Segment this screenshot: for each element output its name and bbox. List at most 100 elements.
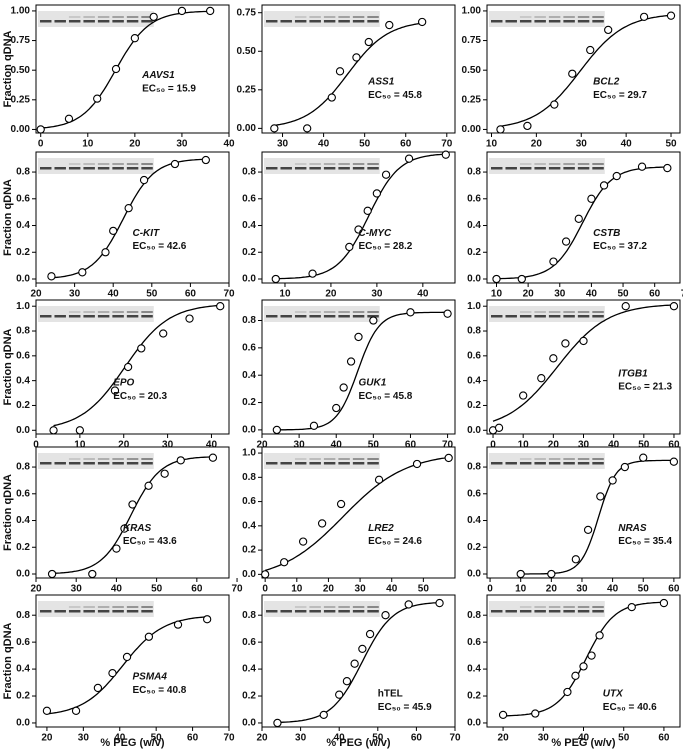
data-point xyxy=(78,268,87,277)
gel-band xyxy=(592,16,604,18)
ec50-annotation: EC₅₀ = 28.2 xyxy=(359,241,413,252)
y-tick-label: 0.8 xyxy=(467,167,481,178)
gel-band xyxy=(505,20,517,23)
gel-band xyxy=(294,20,307,23)
data-point xyxy=(303,124,312,133)
gel-band xyxy=(563,20,575,23)
x-tick-label: 40 xyxy=(111,584,123,595)
x-tick-label: 60 xyxy=(668,440,680,451)
fit-curve xyxy=(46,616,208,715)
data-point xyxy=(270,124,279,133)
ec50-annotation: EC₅₀ = 40.6 xyxy=(603,702,657,713)
ec50-label: EC₅₀ = xyxy=(378,702,410,713)
gel-band xyxy=(97,606,110,608)
x-tick-label: 70 xyxy=(223,289,235,300)
y-tick-label: 0.6 xyxy=(467,193,481,204)
x-tick-label: 70 xyxy=(231,584,243,595)
x-tick-label: 60 xyxy=(411,733,423,744)
data-point xyxy=(36,125,45,134)
gel-band xyxy=(126,167,139,170)
data-point xyxy=(435,598,444,608)
gel-band xyxy=(141,606,153,608)
gel-band xyxy=(141,458,153,460)
data-point xyxy=(374,475,384,484)
gel-band xyxy=(519,606,532,608)
gel-background xyxy=(489,453,605,469)
y-tick-label: 0.2 xyxy=(16,542,30,553)
y-tick-label: 1.0 xyxy=(242,448,256,459)
x-tick-label: 30 xyxy=(576,139,588,150)
ec50-value: 20.3 xyxy=(148,391,168,402)
gel-band xyxy=(592,458,604,460)
data-point xyxy=(563,687,572,697)
y-axis-label: Fraction qDNA xyxy=(2,474,14,551)
x-tick-label: 10 xyxy=(82,139,94,150)
y-tick-label: 0.00 xyxy=(462,124,482,135)
y-tick-label: 0.2 xyxy=(16,247,30,258)
y-tick-label: 0.6 xyxy=(242,496,256,507)
y-tick-label: 0.2 xyxy=(242,691,256,702)
gel-band xyxy=(309,315,321,318)
x-tick-label: 30 xyxy=(554,289,566,300)
gel-band xyxy=(563,458,575,460)
x-tick-label: 10 xyxy=(486,139,498,150)
y-tick-label: 0.25 xyxy=(462,94,482,105)
x-tick-label: 30 xyxy=(371,289,383,300)
gel-background xyxy=(38,453,154,469)
gel-band xyxy=(83,167,95,170)
panel: 0.00 0.25 0.50 0.75 1.00 10 20 30 40 50 BCL2 EC₅₀ =… xyxy=(462,4,681,150)
data-point xyxy=(124,203,133,213)
gel-band xyxy=(519,20,532,23)
gel-band xyxy=(505,462,517,465)
ec50-value: 45.8 xyxy=(403,89,423,100)
data-point xyxy=(332,403,341,413)
gel-image xyxy=(264,453,380,469)
data-point xyxy=(599,181,609,190)
ec50-label: EC₅₀ = xyxy=(142,83,174,94)
gel-band xyxy=(352,163,365,165)
gel-image xyxy=(489,306,605,322)
y-tick-label: 0.8 xyxy=(16,610,30,621)
plot-frame xyxy=(261,4,456,134)
x-tick-label: 20 xyxy=(323,584,335,595)
gel-band xyxy=(338,606,350,608)
gel-band xyxy=(126,315,139,318)
ec50-value: 37.2 xyxy=(628,241,648,252)
panel: 0.0 0.2 0.4 0.6 0.8 1.0 0 10 20 30 40 Fraction qDNA… xyxy=(2,299,230,451)
y-tick-label: 0.8 xyxy=(467,326,481,337)
data-point xyxy=(208,453,218,462)
y-tick-label: 0.2 xyxy=(242,545,256,556)
panel: 0.0 0.2 0.4 0.6 0.8 20 30 40 50 60 70 GUK1 EC₅₀ = 45… xyxy=(242,299,456,451)
gel-band xyxy=(534,163,546,165)
gel-band xyxy=(323,458,336,460)
plot-frame xyxy=(261,151,456,284)
panel: 0.0 0.2 0.4 0.6 0.8 10 20 30 40 C-MYC EC₅₀ = 28.2 xyxy=(242,150,456,300)
y-tick-label: 0.0 xyxy=(242,274,256,285)
data-point xyxy=(122,652,132,662)
gel-band xyxy=(309,167,321,170)
data-point xyxy=(308,269,317,278)
gel-band xyxy=(534,16,546,18)
gel-band xyxy=(505,167,517,170)
gel-background xyxy=(38,306,154,322)
ec50-label: EC₅₀ = xyxy=(133,684,165,695)
x-tick-label: 30 xyxy=(295,733,307,744)
y-tick-label: 0.6 xyxy=(16,637,30,648)
gel-band xyxy=(126,311,139,313)
gel-band xyxy=(323,610,336,613)
gel-band xyxy=(97,462,110,465)
gel-image xyxy=(489,453,605,469)
data-point xyxy=(335,67,345,76)
gel-band xyxy=(534,606,546,608)
y-tick-label: 0.4 xyxy=(16,220,30,231)
gel-band xyxy=(338,163,350,165)
gel-image xyxy=(489,11,605,27)
gene-label: NRAS xyxy=(618,523,647,534)
ec50-annotation: EC₅₀ = 24.6 xyxy=(368,536,422,547)
gel-band xyxy=(338,315,350,318)
gel-band xyxy=(577,16,590,18)
y-tick-label: 0.2 xyxy=(467,542,481,553)
x-tick-label: 10 xyxy=(291,584,303,595)
plot-frame xyxy=(486,4,681,134)
